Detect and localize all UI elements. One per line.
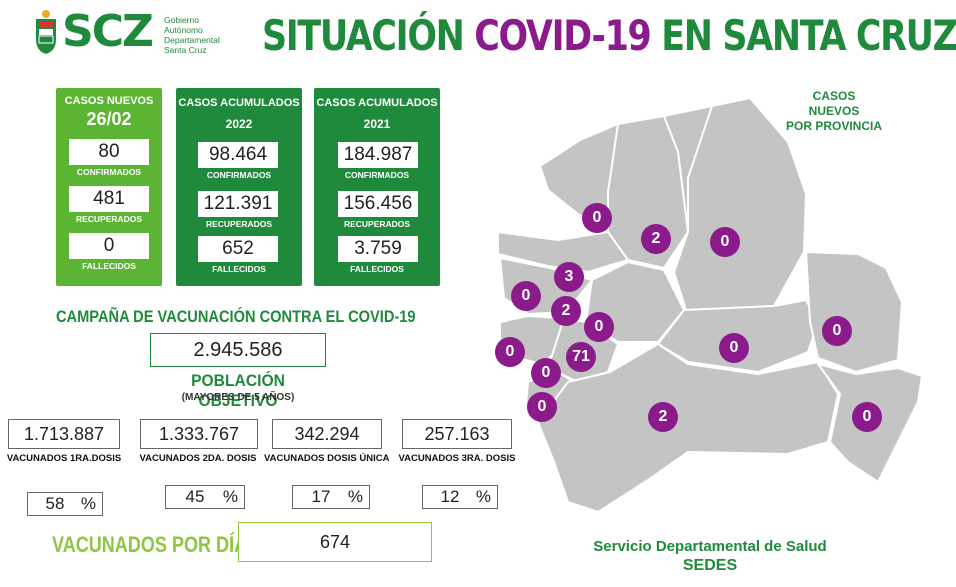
new-deaths-label: FALLECIDOS — [82, 261, 136, 271]
acc-2021-deaths-value: 3.759 — [338, 236, 418, 262]
acc-2022-deaths-label: FALLECIDOS — [212, 264, 266, 274]
new-recovered-value: 481 — [69, 186, 149, 212]
page-title: SITUACIÓN COVID-19 EN SANTA CRUZ — [262, 11, 956, 60]
province-badge: 0 — [822, 316, 852, 346]
target-population-sub: (MAYORES DE 5 AÑOS) — [181, 392, 295, 403]
province-badge: 0 — [527, 392, 557, 422]
acc-2022-heading: CASOS ACUMULADOS — [178, 97, 300, 109]
accumulated-2021-panel: CASOS ACUMULADOS 2021 184.987 CONFIRMADO… — [314, 88, 440, 286]
dose1-value: 1.713.887 — [8, 419, 120, 449]
acc-2021-recovered-label: RECUPERADOS — [343, 219, 411, 229]
accumulated-2022-panel: CASOS ACUMULADOS 2022 98.464 CONFIRMADOS… — [176, 88, 302, 286]
acc-2022-confirmed-label: CONFIRMADOS — [206, 170, 272, 180]
dose2-value: 1.333.767 — [140, 419, 258, 449]
dose1-label: VACUNADOS 1RA.DOSIS — [6, 453, 122, 464]
province-region — [497, 231, 629, 273]
logo-subtitle: Gobierno Autónomo Departamental Santa Cr… — [164, 15, 220, 55]
acc-2021-recovered-value: 156.456 — [338, 191, 418, 217]
dose1-percent: 58% — [27, 492, 103, 516]
province-badge: 3 — [554, 262, 584, 292]
vaccinated-per-day-value: 674 — [238, 522, 432, 562]
province-badge: 71 — [566, 342, 596, 372]
dose3-value: 257.163 — [402, 419, 512, 449]
acc-2021-confirmed-value: 184.987 — [338, 142, 418, 168]
province-region — [805, 251, 903, 373]
province-map-title: CASOS NUEVOS POR PROVINCIA — [786, 89, 883, 133]
target-population-value: 2.945.586 — [150, 333, 326, 367]
new-confirmed-label: CONFIRMADOS — [76, 167, 142, 177]
new-cases-date: 26/02 — [86, 109, 132, 129]
province-badge: 0 — [531, 358, 561, 388]
acc-2021-confirmed-label: CONFIRMADOS — [344, 170, 410, 180]
new-confirmed-value: 80 — [69, 139, 149, 165]
province-badge: 0 — [852, 402, 882, 432]
dose2-label: VACUNADOS 2DA. DOSIS — [139, 453, 257, 464]
dose3-label: VACUNADOS 3RA. DOSIS — [398, 453, 516, 464]
acc-2022-recovered-label: RECUPERADOS — [205, 219, 273, 229]
province-region — [537, 343, 839, 513]
dose-single-label: VACUNADOS DOSIS ÚNICA — [264, 453, 390, 464]
acc-2022-year: 2022 — [225, 117, 253, 131]
footer-acronym: SEDES — [682, 557, 738, 574]
province-badge: 0 — [584, 312, 614, 342]
footer-organization: Servicio Departamental de Salud — [593, 538, 827, 555]
target-population-label: POBLACIÓN OBJETIVO — [191, 371, 285, 410]
new-cases-panel: CASOS NUEVOS 26/02 80 CONFIRMADOS 481 RE… — [56, 88, 162, 286]
coat-of-arms-icon — [36, 10, 56, 54]
province-badge: 0 — [582, 203, 612, 233]
dose-single-value: 342.294 — [272, 419, 382, 449]
acc-2022-recovered-value: 121.391 — [198, 191, 278, 217]
acc-2022-deaths-value: 652 — [198, 236, 278, 262]
vaccinated-per-day-label: VACUNADOS POR DÍA — [52, 532, 248, 557]
province-badge: 2 — [641, 224, 671, 254]
acc-2021-heading: CASOS ACUMULADOS — [316, 97, 438, 109]
province-badge: 0 — [710, 227, 740, 257]
dose3-percent: 12% — [422, 485, 498, 509]
province-badge: 0 — [495, 337, 525, 367]
province-map — [497, 97, 923, 513]
province-badge: 2 — [648, 402, 678, 432]
dose2-percent: 45% — [165, 485, 245, 509]
dose-single-percent: 17% — [292, 485, 370, 509]
province-badge: 0 — [719, 333, 749, 363]
new-cases-heading: CASOS NUEVOS — [64, 95, 154, 107]
acc-2022-confirmed-value: 98.464 — [198, 142, 278, 168]
logo-mark: SCZ — [62, 6, 154, 57]
new-deaths-value: 0 — [69, 233, 149, 259]
campaign-title: CAMPAÑA DE VACUNACIÓN CONTRA EL COVID-19 — [56, 307, 416, 326]
province-badge: 2 — [551, 296, 581, 326]
new-recovered-label: RECUPERADOS — [75, 214, 143, 224]
province-badge: 0 — [511, 281, 541, 311]
acc-2021-year: 2021 — [363, 117, 391, 131]
acc-2021-deaths-label: FALLECIDOS — [350, 264, 404, 274]
